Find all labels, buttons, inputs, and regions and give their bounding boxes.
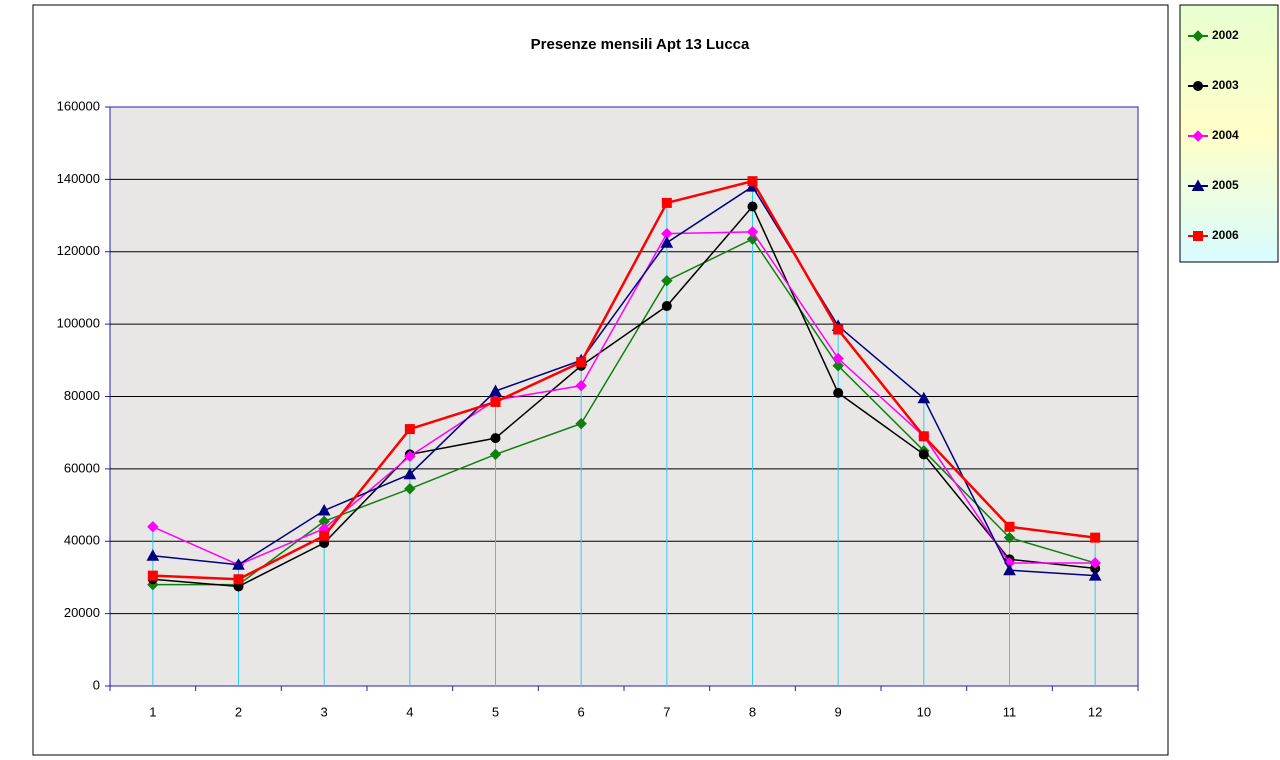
y-tick-label: 140000 xyxy=(57,171,100,186)
x-tick-label: 5 xyxy=(492,704,499,719)
series-line xyxy=(152,231,1096,566)
marker xyxy=(404,424,415,435)
y-tick-label: 120000 xyxy=(57,243,100,258)
marker xyxy=(661,274,673,287)
marker xyxy=(233,574,244,585)
marker xyxy=(917,391,931,404)
marker xyxy=(575,379,587,392)
x-tick-label: 11 xyxy=(1003,704,1017,719)
marker xyxy=(575,417,587,430)
marker xyxy=(576,357,587,368)
x-tick-label: 4 xyxy=(406,704,413,719)
marker xyxy=(747,201,758,212)
marker xyxy=(490,433,501,444)
marker xyxy=(1003,531,1016,544)
y-tick-label: 100000 xyxy=(57,316,100,331)
marker xyxy=(404,450,416,462)
marker xyxy=(747,176,758,187)
legend-marker xyxy=(1192,130,1204,142)
y-tick-label: 60000 xyxy=(64,460,100,475)
legend-label: 2005 xyxy=(1212,178,1239,192)
marker xyxy=(918,431,929,442)
x-tick-label: 9 xyxy=(835,704,842,719)
marker xyxy=(147,570,158,581)
marker xyxy=(404,483,416,495)
legend-label: 2003 xyxy=(1212,78,1239,92)
x-tick-label: 2 xyxy=(235,704,242,719)
x-tick-label: 3 xyxy=(321,704,328,719)
legend-label: 2006 xyxy=(1212,228,1239,242)
marker xyxy=(832,352,844,365)
x-tick-label: 12 xyxy=(1088,704,1102,719)
marker xyxy=(1089,557,1101,569)
y-tick-label: 80000 xyxy=(64,388,100,403)
legend-marker xyxy=(1191,179,1205,191)
legend-marker xyxy=(1193,81,1203,91)
marker xyxy=(147,521,159,533)
x-tick-label: 1 xyxy=(149,704,156,719)
marker xyxy=(489,384,502,397)
legend-marker xyxy=(1193,231,1203,241)
y-tick-label: 20000 xyxy=(64,605,100,620)
x-tick-label: 8 xyxy=(749,704,756,719)
y-tick-label: 160000 xyxy=(57,98,100,113)
marker xyxy=(146,549,160,561)
series-line xyxy=(152,185,1096,577)
x-tick-label: 10 xyxy=(917,704,931,719)
marker xyxy=(232,558,245,570)
x-tick-label: 7 xyxy=(663,704,670,719)
marker xyxy=(1004,521,1015,532)
marker xyxy=(1088,569,1102,581)
marker xyxy=(490,396,501,407)
marker xyxy=(660,236,674,248)
marker xyxy=(403,467,417,480)
legend-label: 2004 xyxy=(1212,128,1239,142)
marker xyxy=(489,448,502,461)
marker xyxy=(661,301,672,312)
marker xyxy=(1090,532,1101,543)
y-tick-label: 0 xyxy=(93,677,100,692)
marker xyxy=(833,387,844,398)
marker xyxy=(918,449,929,460)
marker xyxy=(832,360,844,372)
marker xyxy=(661,197,672,208)
marker xyxy=(319,530,330,541)
series-line xyxy=(152,179,1096,581)
marker xyxy=(746,226,759,238)
series-line xyxy=(152,238,1096,586)
marker xyxy=(833,324,844,335)
marker xyxy=(1003,563,1016,576)
legend-marker xyxy=(1192,30,1204,42)
legend-label: 2002 xyxy=(1212,28,1239,42)
series-line xyxy=(152,205,1096,588)
marker xyxy=(317,503,331,516)
x-tick-label: 6 xyxy=(578,704,585,719)
chart-title: Presenze mensili Apt 13 Lucca xyxy=(531,36,750,53)
y-tick-label: 40000 xyxy=(64,533,100,548)
